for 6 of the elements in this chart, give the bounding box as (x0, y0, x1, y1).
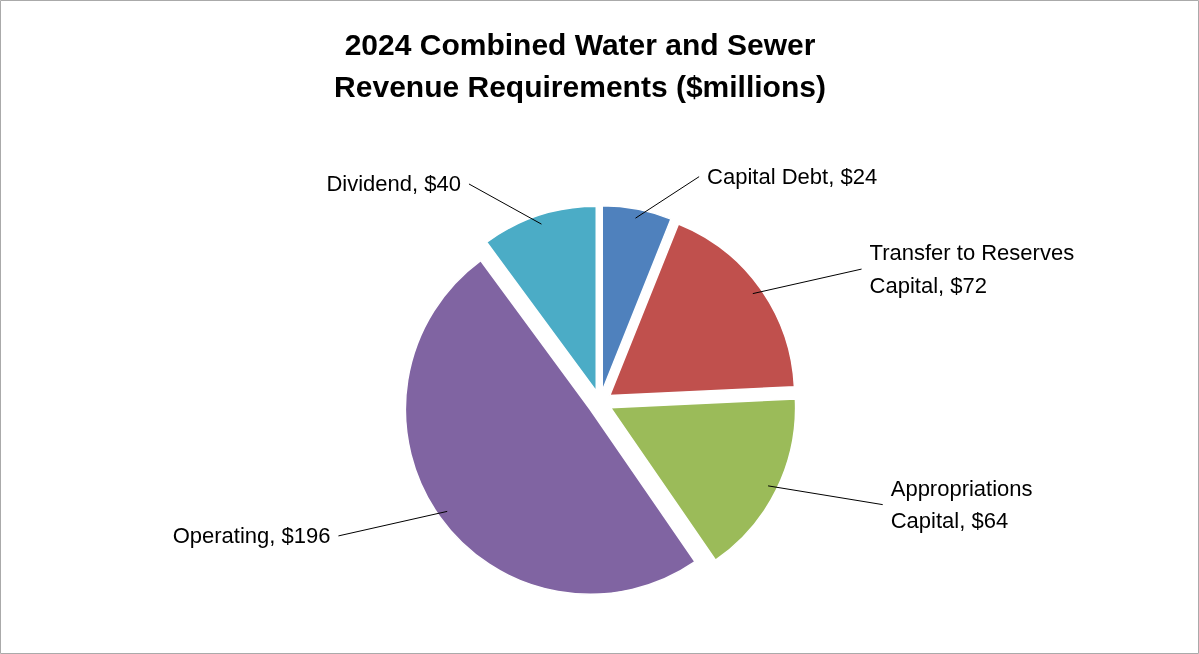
slice-label: Capital Debt, $24 (707, 164, 878, 190)
slice-label: Dividend, $40 (326, 171, 461, 197)
slice-label: Transfer to Reserves Capital, $72 (869, 240, 1075, 298)
slice-label: Appropriations Capital, $64 (890, 475, 1033, 534)
slice-label: Operating, $196 (172, 523, 331, 549)
chart-title: 2024 Combined Water and Sewer Revenue Requirements ($millions) (334, 28, 826, 103)
